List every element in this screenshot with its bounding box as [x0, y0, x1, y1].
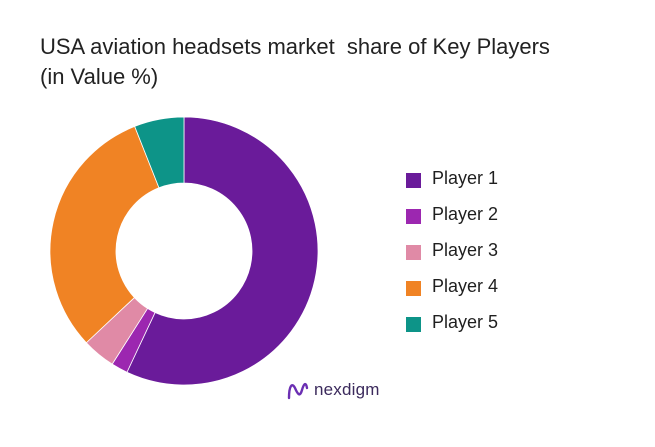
donut-slice-player-4: [49, 125, 160, 344]
legend-label-player-1: Player 1: [432, 168, 499, 188]
legend-swatch-player-2: [406, 209, 421, 224]
legend-label-player-3: Player 3: [432, 240, 499, 260]
legend-label-player-5: Player 5: [432, 312, 499, 332]
chart-title-line-1: USA aviation headsets market share of Ke…: [40, 34, 550, 59]
legend-swatch-player-3: [406, 245, 421, 260]
brand-name: nexdigm: [314, 380, 380, 399]
chart-title: USA aviation headsets market share of Ke…: [40, 32, 640, 92]
donut-slice-player-1: [126, 116, 319, 386]
chart-title-line-2: (in Value %): [40, 64, 159, 89]
legend-label-player-4: Player 4: [432, 276, 499, 296]
legend-label-player-2: Player 2: [432, 204, 499, 224]
legend-swatch-player-1: [406, 173, 421, 188]
legend-swatch-player-4: [406, 281, 421, 296]
legend-swatch-player-5: [406, 317, 421, 332]
donut-slice-player-5: [134, 116, 185, 189]
nexdigm-logo-icon: [287, 382, 309, 400]
